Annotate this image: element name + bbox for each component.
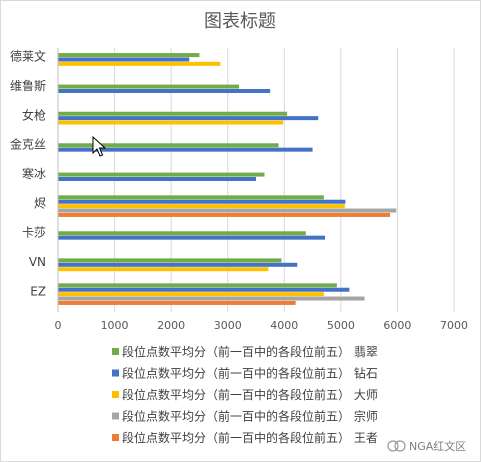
- x-tick-label: 7000: [440, 319, 468, 332]
- bar: [58, 147, 313, 152]
- bar: [58, 116, 319, 121]
- bars: [58, 53, 397, 305]
- bar: [58, 172, 265, 177]
- bar: [58, 111, 288, 116]
- bar: [58, 258, 282, 263]
- bar: [58, 89, 271, 93]
- category-label: 卡莎: [22, 226, 46, 240]
- bar: [58, 204, 345, 209]
- category-label: EZ: [30, 284, 46, 298]
- legend-swatch: [112, 369, 119, 377]
- bar: [58, 199, 346, 204]
- legend-swatch: [112, 434, 119, 441]
- x-tick-label: 5000: [327, 319, 355, 332]
- watermark-icon: [387, 440, 399, 452]
- cursor-icon: [92, 135, 107, 157]
- x-tick-label: 3000: [214, 319, 242, 332]
- legend-label: 段位点数平均分（前一百中的各段位前五） 王者: [122, 430, 378, 445]
- bar: [58, 296, 365, 301]
- legend-label: 段位点数平均分（前一百中的各段位前五） 翡翠: [122, 344, 378, 359]
- bar: [58, 84, 240, 89]
- chart-title: 图表标题: [204, 11, 276, 32]
- category-label: 金克丝: [10, 137, 46, 152]
- bar: [58, 143, 279, 148]
- bar: [58, 120, 284, 125]
- x-tick-label: 4000: [270, 319, 298, 332]
- bar: [58, 208, 397, 213]
- bar: [58, 287, 350, 292]
- category-label: 女枪: [22, 107, 46, 122]
- bar: [58, 267, 269, 272]
- bar: [58, 177, 256, 181]
- category-label: 寒冰: [22, 166, 46, 181]
- legend-swatch: [112, 348, 119, 355]
- bar: [58, 57, 190, 62]
- x-tick-label: 2000: [157, 319, 185, 332]
- bar: [58, 61, 221, 66]
- category-label: 德莱文: [10, 49, 46, 64]
- axes: 0 1000 2000 3000 4000 5000 6000 7000 德莱文维鲁斯女枪金克丝…: [10, 48, 468, 332]
- category-label: VN: [29, 255, 46, 269]
- legend-label: 段位点数平均分（前一百中的各段位前五） 大师: [122, 387, 378, 402]
- x-tick-label: 0: [55, 319, 62, 332]
- category-label: 维鲁斯: [10, 79, 46, 93]
- legend-swatch: [112, 412, 119, 420]
- bar: [58, 300, 296, 305]
- bar: [58, 53, 200, 58]
- watermark: NGA红文区: [387, 439, 466, 453]
- legend-swatch: [112, 391, 119, 398]
- watermark-text: NGA红文区: [409, 439, 466, 453]
- category-label: 烬: [34, 196, 46, 210]
- legend-label: 段位点数平均分（前一百中的各段位前五） 钻石: [122, 366, 378, 381]
- bar: [58, 292, 324, 297]
- x-tick-label: 6000: [383, 319, 411, 332]
- bar: [58, 212, 391, 217]
- legend: 段位点数平均分（前一百中的各段位前五） 翡翠段位点数平均分（前一百中的各段位前五…: [112, 344, 378, 445]
- bar: [58, 231, 306, 236]
- bar: [58, 195, 324, 200]
- x-tick-label: 1000: [101, 319, 129, 332]
- bar: [58, 235, 326, 240]
- legend-label: 段位点数平均分（前一百中的各段位前五） 宗师: [122, 409, 378, 424]
- bar: [58, 262, 298, 267]
- bar: [58, 283, 337, 288]
